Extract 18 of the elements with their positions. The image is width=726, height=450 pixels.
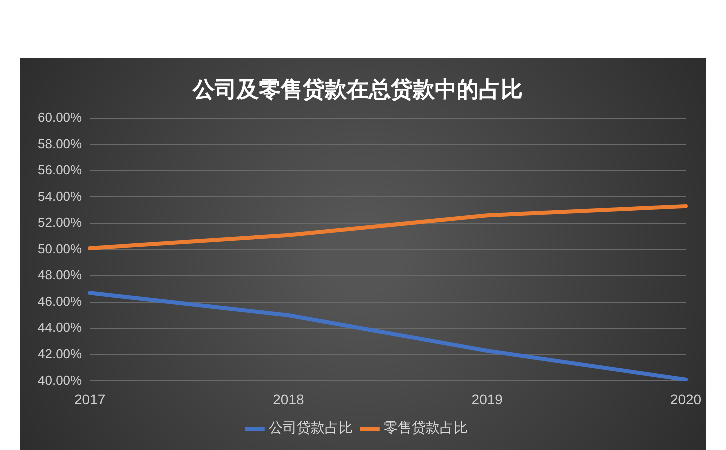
x-tick-label: 2017 xyxy=(74,391,106,408)
y-tick-label: 52.00% xyxy=(38,215,83,230)
y-tick-label: 46.00% xyxy=(38,294,83,309)
y-tick-label: 44.00% xyxy=(38,320,83,336)
y-tick-label: 42.00% xyxy=(38,346,83,362)
legend-label: 公司贷款占比 xyxy=(269,420,353,437)
y-tick-label: 60.00% xyxy=(38,110,83,125)
x-tick-label: 2020 xyxy=(670,391,702,408)
y-tick-label: 54.00% xyxy=(38,188,83,204)
y-tick-label: 48.00% xyxy=(38,268,83,283)
y-tick-label: 40.00% xyxy=(38,372,83,388)
legend-label: 零售贷款占比 xyxy=(384,420,468,437)
y-tick-label: 50.00% xyxy=(38,241,83,256)
x-tick-label: 2019 xyxy=(472,391,504,408)
x-tick-label: 2018 xyxy=(273,391,305,408)
chart-title: 公司及零售贷款在总贷款中的占比 xyxy=(192,78,523,103)
y-tick-label: 56.00% xyxy=(38,162,83,178)
y-tick-label: 58.00% xyxy=(38,136,83,152)
